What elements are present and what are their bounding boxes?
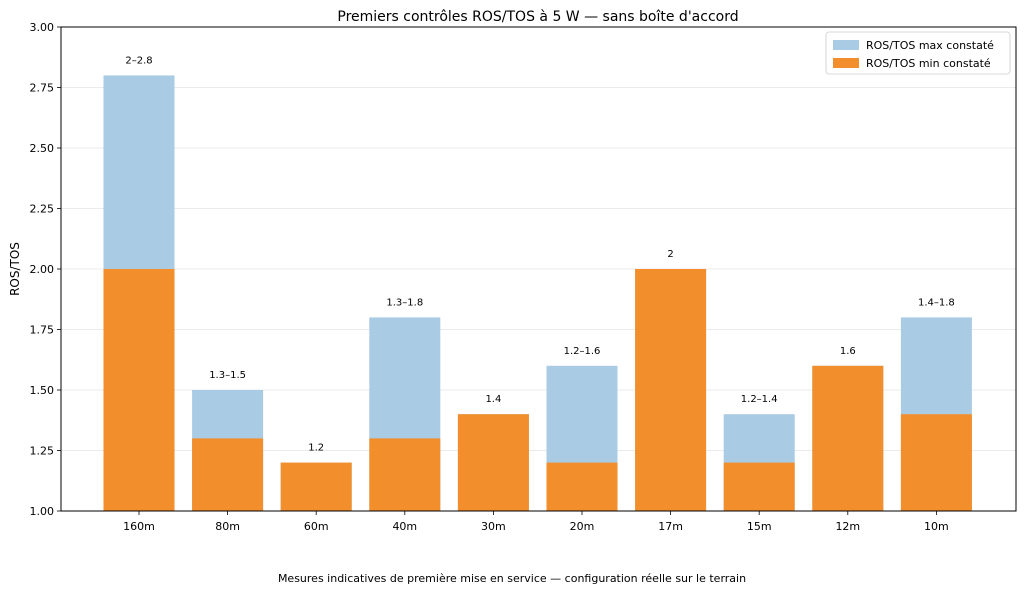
data-label: 1.6: [840, 346, 856, 357]
bar-min: [900, 414, 972, 511]
x-tick-label: 30m: [481, 520, 506, 533]
x-tick-label: 17m: [658, 520, 683, 533]
y-tick-label: 2.25: [30, 203, 55, 216]
bar-min: [369, 438, 441, 511]
bar-min: [280, 462, 352, 511]
y-tick-label: 1.00: [30, 505, 55, 518]
bar-min: [723, 462, 795, 511]
y-tick-label: 2.50: [30, 142, 55, 155]
legend-box: [825, 31, 1011, 75]
data-label: 1.4: [485, 394, 501, 405]
x-tick-label: 15m: [747, 520, 772, 533]
y-tick-label: 2.00: [30, 263, 55, 276]
bar-min: [635, 269, 707, 511]
bar-min: [457, 414, 529, 511]
bar-min: [192, 438, 264, 511]
x-tick-label: 10m: [924, 520, 949, 533]
y-tick-label: 1.75: [30, 324, 55, 337]
x-tick-label: 40m: [392, 520, 417, 533]
axes: 1.00 1.25 1.50 1.75 2.00 2.25 2.50 2.75 3.00 160m…: [30, 21, 1017, 533]
chart-title: Premiers contrôles ROS/TOS à 5 W — sans …: [337, 9, 738, 25]
legend-label: ROS/TOS min constaté: [866, 57, 991, 70]
data-label: 2–2.8: [125, 55, 152, 66]
x-tick-label: 20m: [570, 520, 595, 533]
chart-caption: Mesures indicatives de première mise en …: [277, 572, 747, 585]
data-label: 1.2–1.6: [564, 346, 601, 357]
x-tick-label: 12m: [835, 520, 860, 533]
legend-label: ROS/TOS max constaté: [866, 39, 994, 52]
x-tick-label: 160m: [123, 520, 155, 533]
bars: [103, 75, 972, 512]
bar-min: [812, 365, 884, 511]
data-label: 1.2: [308, 443, 324, 454]
y-tick-label: 3.00: [30, 21, 55, 34]
legend: ROS/TOS max constaté ROS/TOS min constaté: [825, 31, 1011, 75]
data-labels: 2–2.8 1.3–1.5 1.2 1.3–1.8 1.4 1.2–1.6 2 1.2–1.4…: [125, 55, 954, 453]
bar-min: [103, 269, 175, 511]
legend-swatch: [833, 58, 859, 68]
y-tick-label: 2.75: [30, 82, 55, 95]
data-label: 2: [667, 249, 673, 260]
data-label: 1.4–1.8: [918, 297, 955, 308]
bar-min: [546, 462, 618, 511]
y-axis-label: ROS/TOS: [8, 242, 22, 296]
legend-swatch: [833, 40, 859, 50]
data-label: 1.3–1.8: [386, 297, 423, 308]
data-label: 1.2–1.4: [741, 394, 778, 405]
x-tick-label: 80m: [215, 520, 240, 533]
plot-frame: [60, 26, 1017, 512]
data-label: 1.3–1.5: [209, 370, 246, 381]
x-tick-label: 60m: [304, 520, 329, 533]
y-tick-label: 1.25: [30, 445, 55, 458]
y-tick-label: 1.50: [30, 384, 55, 397]
